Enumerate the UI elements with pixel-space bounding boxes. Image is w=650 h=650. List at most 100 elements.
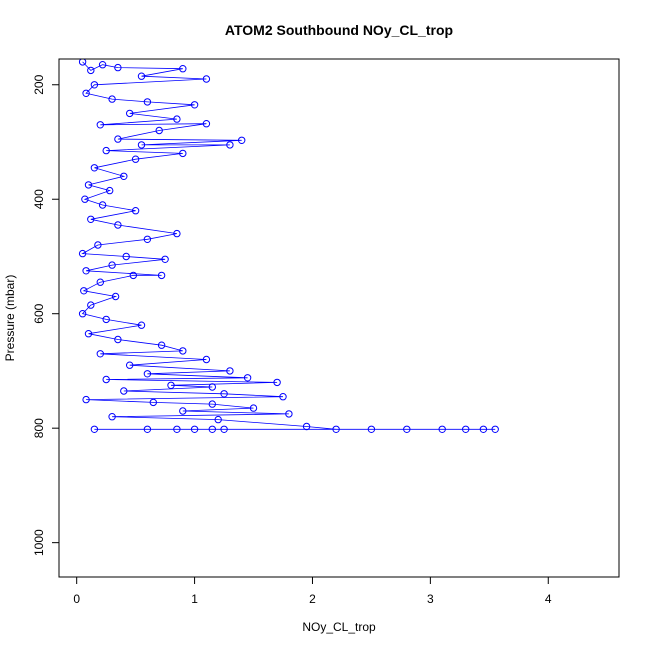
data-point [82, 395, 90, 404]
data-point [78, 249, 87, 258]
data-point [111, 292, 120, 301]
data-point [137, 72, 146, 80]
data-point [157, 341, 166, 349]
data-point [179, 407, 187, 415]
y-tick-label: 800 [32, 418, 46, 438]
data-point [226, 141, 234, 149]
data-point [332, 425, 340, 433]
data-point [226, 367, 234, 375]
data-point [108, 95, 116, 103]
data-point [179, 65, 187, 73]
y-tick-label: 1000 [32, 529, 46, 556]
data-point [143, 235, 152, 244]
data-point [94, 241, 102, 249]
data-point [80, 287, 88, 295]
data-point [273, 378, 281, 387]
y-axis: 200 400 600 800 1000 [32, 74, 60, 556]
data-point [96, 350, 105, 358]
data-point [87, 66, 95, 75]
data-point [143, 98, 152, 106]
data-point [302, 422, 311, 431]
y-tick-label: 200 [32, 74, 46, 94]
data-point [129, 271, 138, 280]
y-tick-label: 600 [32, 303, 46, 323]
data-point [114, 63, 122, 72]
data-point [173, 229, 181, 238]
data-point [179, 149, 187, 158]
data-point [114, 335, 122, 344]
data-point [208, 425, 217, 433]
data-point [438, 425, 446, 433]
data-point [143, 425, 152, 433]
data-point [114, 221, 122, 229]
data-point [173, 115, 181, 123]
data-point [131, 207, 140, 215]
data-point [491, 425, 499, 433]
data-point [98, 60, 107, 69]
chart-title: ATOM2 Southbound NOy_CL_trop [225, 22, 453, 38]
data-point [279, 393, 287, 401]
data-point [208, 400, 217, 408]
data-point [120, 387, 128, 395]
data-point [108, 261, 116, 269]
data-point [122, 252, 130, 261]
x-tick-label: 4 [545, 592, 552, 606]
data-point [249, 404, 258, 412]
data-point [238, 136, 246, 145]
data-point [78, 310, 87, 318]
data-point [90, 164, 99, 172]
data-point [202, 120, 211, 128]
data-point [202, 75, 211, 83]
x-axis-label: NOy_CL_trop [302, 620, 376, 634]
data-point [190, 101, 199, 109]
data-point [155, 126, 163, 135]
x-tick-label: 1 [191, 592, 198, 606]
data-point [106, 186, 114, 195]
data-point [202, 355, 211, 364]
data-point [81, 195, 89, 203]
data-point [220, 425, 228, 433]
data-point [161, 255, 169, 263]
y-tick-label: 400 [32, 189, 46, 209]
x-axis: 0 1 2 3 4 [73, 576, 552, 606]
data-point [87, 301, 95, 309]
data-layer [78, 59, 499, 433]
data-point [137, 141, 146, 149]
data-point [179, 347, 187, 355]
data-point [82, 267, 90, 275]
data-point [173, 425, 181, 433]
data-point [214, 415, 222, 424]
data-point [190, 425, 199, 433]
data-point [108, 413, 116, 421]
data-point [479, 425, 488, 433]
data-point [126, 109, 134, 118]
data-point [143, 370, 152, 378]
data-point [120, 172, 128, 181]
data-point [84, 181, 93, 189]
data-point [167, 381, 175, 389]
data-point [82, 89, 90, 98]
data-point [157, 271, 166, 280]
data-point [403, 425, 411, 433]
data-point [78, 59, 87, 66]
x-tick-label: 2 [309, 592, 316, 606]
y-axis-label: Pressure (mbar) [3, 275, 17, 362]
data-point [149, 398, 158, 407]
data-point [98, 201, 107, 209]
x-tick-label: 0 [73, 592, 80, 606]
data-point [243, 374, 252, 382]
plot-frame [58, 58, 620, 578]
data-point [90, 81, 99, 89]
data-point [96, 278, 105, 286]
data-point [96, 121, 105, 129]
data-point [87, 215, 95, 224]
data-point [84, 330, 93, 338]
data-point [285, 410, 293, 418]
data-point [367, 425, 376, 433]
data-point [131, 155, 140, 163]
data-point [220, 390, 228, 398]
x-tick-label: 3 [427, 592, 434, 606]
data-point [126, 361, 134, 369]
data-point [462, 425, 470, 433]
